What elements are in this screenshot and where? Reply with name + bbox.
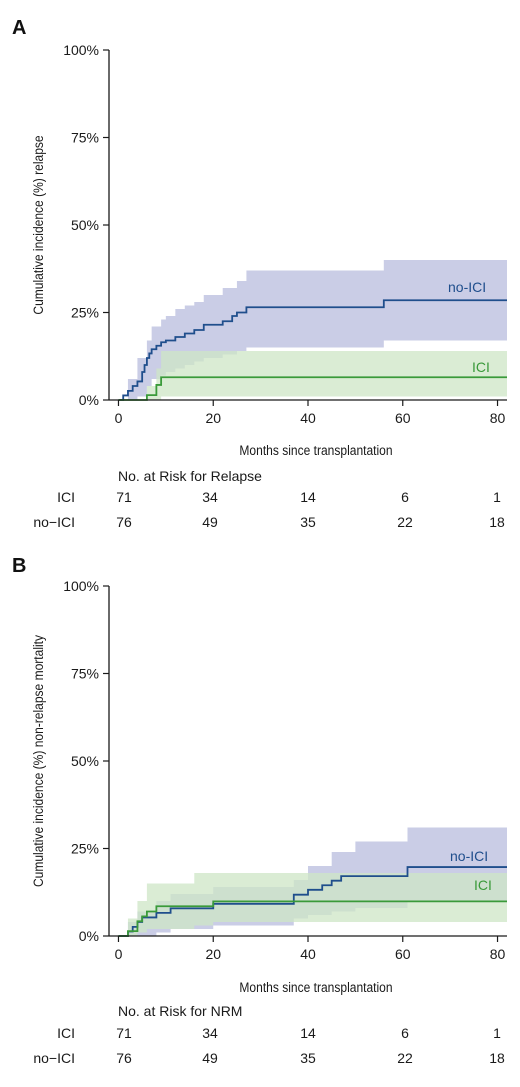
x-tick-label: 40	[300, 946, 316, 962]
y-tick-label: 25%	[71, 841, 99, 857]
risk-row-label: ICI	[57, 1025, 75, 1041]
y-tick-label: 100%	[63, 42, 99, 58]
risk-count: 76	[116, 514, 132, 530]
risk-count: 34	[202, 489, 218, 505]
risk-count: 71	[116, 489, 132, 505]
x-tick-label: 80	[490, 410, 506, 426]
risk-count: 18	[489, 1050, 505, 1066]
no-ici-incidence-line	[118, 299, 507, 401]
y-tick-label: 50%	[71, 217, 99, 233]
risk-count: 22	[397, 514, 413, 530]
risk-table-title: No. at Risk for NRM	[118, 1003, 242, 1019]
y-axis-title: Cumulative incidence (%) relapse	[30, 135, 46, 314]
y-tick-label: 50%	[71, 753, 99, 769]
risk-count: 6	[401, 489, 409, 505]
risk-count: 35	[300, 1050, 316, 1066]
x-tick-label: 80	[490, 946, 506, 962]
x-tick-label: 20	[205, 946, 221, 962]
x-tick-label: 0	[115, 946, 123, 962]
x-axis-title: Months since transplantation	[239, 442, 392, 458]
risk-count: 76	[116, 1050, 132, 1066]
y-tick-label: 25%	[71, 305, 99, 321]
series-label-ici: ICI	[472, 359, 490, 375]
ici-confidence-band	[118, 347, 507, 400]
y-tick-label: 0%	[79, 392, 99, 408]
risk-count: 14	[300, 489, 316, 505]
x-tick-label: 60	[395, 946, 411, 962]
risk-row-label: no−ICI	[33, 514, 75, 530]
x-tick-label: 0	[115, 410, 123, 426]
y-tick-label: 0%	[79, 928, 99, 944]
risk-count: 18	[489, 514, 505, 530]
y-tick-label: 75%	[71, 130, 99, 146]
risk-count: 1	[493, 1025, 501, 1041]
ici-incidence-line	[118, 376, 507, 401]
y-tick-label: 100%	[63, 578, 99, 594]
risk-count: 22	[397, 1050, 413, 1066]
series-label-no-ici: no-ICI	[448, 279, 486, 295]
panel-a: Ano-ICI ICI 0% 25% 50% 75% 100% 0 20 40 60 80 Months…	[12, 17, 507, 530]
x-axis-title: Months since transplantation	[239, 979, 392, 995]
risk-count: 1	[493, 489, 501, 505]
risk-count: 34	[202, 1025, 218, 1041]
x-tick-label: 60	[395, 410, 411, 426]
x-tick-label: 20	[205, 410, 221, 426]
risk-count: 14	[300, 1025, 316, 1041]
panel-letter: A	[12, 17, 26, 39]
risk-count: 6	[401, 1025, 409, 1041]
panel-letter: B	[12, 555, 26, 577]
risk-count: 49	[202, 514, 218, 530]
ici-incidence-line	[118, 900, 507, 937]
panel-b: Bno-ICI ICI 0% 25% 50% 75% 100% 0 20 40 60 80 Months…	[12, 555, 507, 1066]
x-tick-label: 40	[300, 410, 316, 426]
no-ici-confidence-band	[118, 260, 507, 400]
risk-count: 35	[300, 514, 316, 530]
ici-confidence-band	[118, 873, 507, 936]
risk-count: 49	[202, 1050, 218, 1066]
y-tick-label: 75%	[71, 666, 99, 682]
risk-row-label: no−ICI	[33, 1050, 75, 1066]
risk-count: 71	[116, 1025, 132, 1041]
series-label-ici: ICI	[474, 877, 492, 893]
risk-row-label: ICI	[57, 489, 75, 505]
risk-table-title: No. at Risk for Relapse	[118, 468, 262, 484]
series-label-no-ici: no-ICI	[450, 848, 488, 864]
y-axis-title: Cumulative incidence (%) non-relapse mor…	[30, 635, 46, 888]
